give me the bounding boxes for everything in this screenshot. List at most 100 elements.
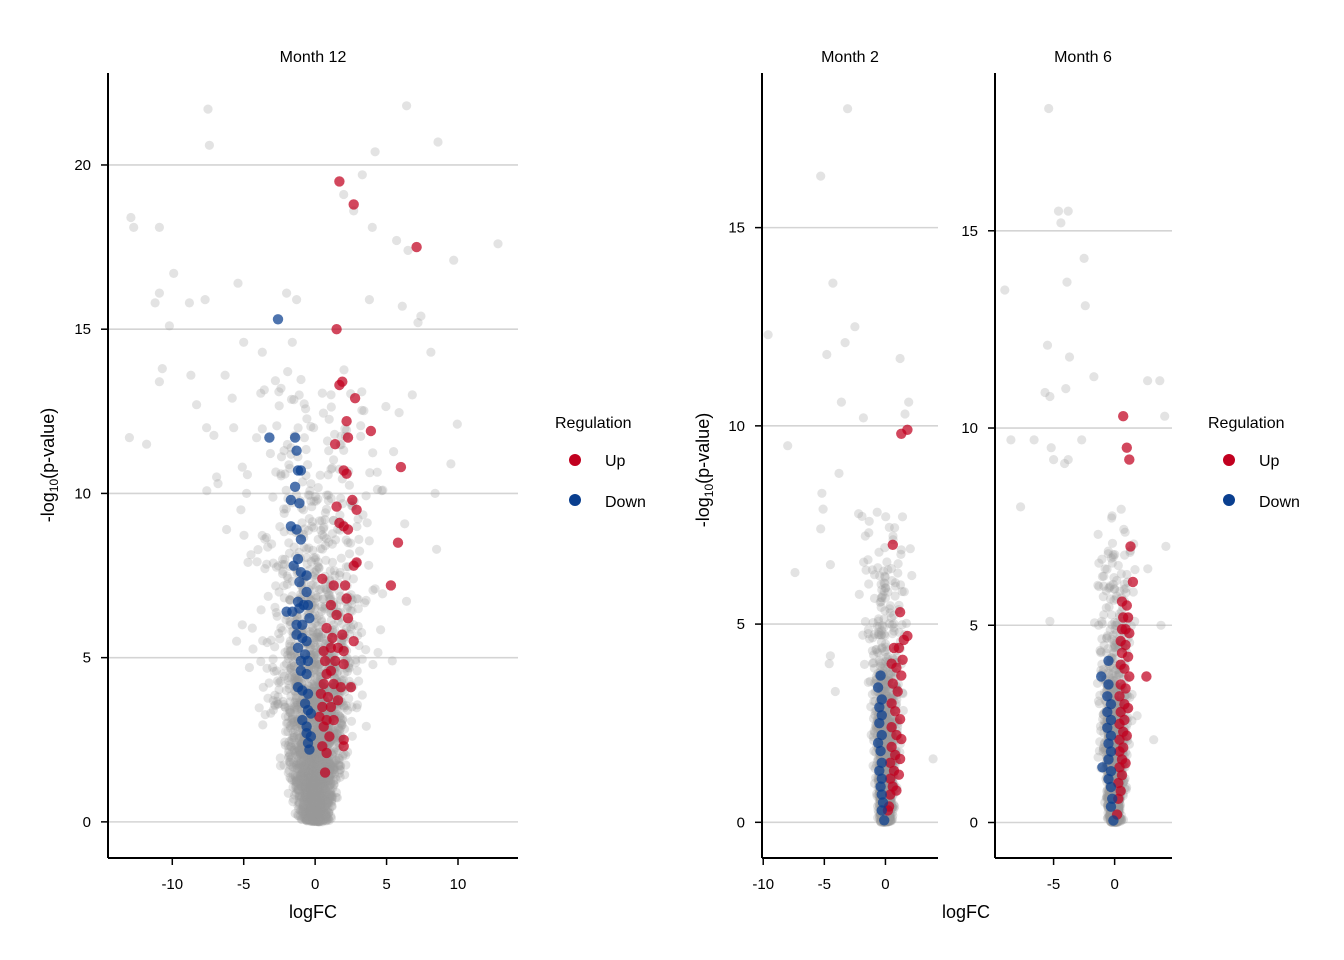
background-point: [312, 811, 322, 821]
background-point: [302, 803, 312, 814]
background-point: [312, 755, 322, 765]
background-point: [291, 760, 301, 770]
up-point: [334, 176, 345, 187]
up-point: [345, 682, 357, 693]
background-point: [305, 808, 315, 818]
background-point: [881, 583, 891, 593]
background-point: [446, 459, 456, 469]
background-point: [314, 785, 324, 796]
background-point: [309, 767, 319, 778]
background-point: [311, 796, 321, 806]
background-point: [306, 796, 316, 806]
background-point: [301, 791, 311, 802]
background-point: [269, 666, 279, 677]
background-point: [333, 753, 343, 763]
background-point: [309, 814, 320, 825]
down-point: [272, 314, 284, 325]
background-point: [299, 433, 309, 443]
background-point: [309, 802, 319, 812]
background-point: [280, 647, 290, 657]
background-point: [281, 726, 291, 737]
background-point: [342, 603, 352, 614]
background-point: [322, 798, 332, 808]
background-point: [836, 397, 847, 407]
background-point: [309, 782, 319, 792]
background-point: [283, 653, 293, 664]
background-point: [888, 531, 898, 541]
background-point: [303, 792, 313, 802]
background-point: [372, 484, 382, 494]
up-point: [341, 416, 352, 427]
background-point: [322, 797, 332, 807]
background-point: [306, 797, 316, 807]
background-point: [299, 812, 309, 822]
background-point: [303, 774, 314, 784]
up-point: [325, 665, 337, 676]
background-point: [304, 782, 314, 792]
background-point: [310, 803, 320, 813]
background-point: [301, 806, 311, 816]
background-point: [303, 768, 314, 778]
background-point: [313, 784, 323, 795]
background-point: [329, 779, 339, 789]
background-point: [317, 794, 327, 804]
background-point: [311, 786, 321, 796]
background-point: [307, 784, 317, 794]
down-point: [301, 668, 312, 680]
background-point: [331, 772, 341, 782]
background-point: [331, 743, 341, 753]
background-point: [307, 789, 317, 800]
background-point: [325, 566, 335, 576]
background-point: [308, 816, 318, 827]
background-point: [306, 795, 316, 805]
background-point: [315, 780, 325, 790]
background-point: [309, 696, 319, 706]
background-point: [260, 564, 270, 574]
background-point: [314, 753, 324, 763]
background-point: [305, 756, 315, 766]
background-point: [309, 523, 319, 533]
background-point: [301, 787, 311, 797]
background-point: [321, 808, 331, 818]
background-point: [311, 765, 321, 776]
background-point: [318, 801, 328, 811]
background-point: [863, 625, 874, 635]
background-point: [306, 785, 316, 795]
background-point: [307, 774, 317, 784]
background-point: [257, 424, 267, 434]
background-point: [315, 803, 325, 813]
background-point: [319, 786, 329, 796]
background-point: [307, 811, 317, 821]
background-point: [292, 763, 302, 774]
background-point: [312, 751, 322, 762]
background-point: [318, 755, 328, 766]
background-point: [287, 719, 297, 729]
background-point: [303, 755, 314, 765]
legend-up-marker: [569, 454, 581, 466]
background-point: [287, 753, 297, 763]
background-point: [306, 813, 316, 823]
background-point: [310, 809, 320, 819]
background-point: [293, 784, 303, 795]
background-point: [285, 463, 295, 473]
background-point: [293, 423, 303, 433]
background-point: [292, 698, 302, 708]
background-point: [311, 784, 321, 795]
background-point: [327, 792, 337, 802]
background-point: [310, 816, 320, 826]
background-point: [302, 798, 312, 808]
background-point: [321, 534, 331, 544]
background-point: [310, 779, 320, 789]
background-point: [413, 318, 423, 328]
background-point: [312, 792, 322, 802]
background-point: [316, 796, 326, 806]
background-point: [303, 776, 313, 786]
background-point: [200, 295, 210, 305]
background-point: [316, 811, 326, 821]
background-point: [274, 685, 284, 695]
background-point: [280, 702, 290, 712]
background-point: [270, 376, 280, 386]
background-point: [357, 405, 367, 415]
background-point: [326, 796, 336, 806]
